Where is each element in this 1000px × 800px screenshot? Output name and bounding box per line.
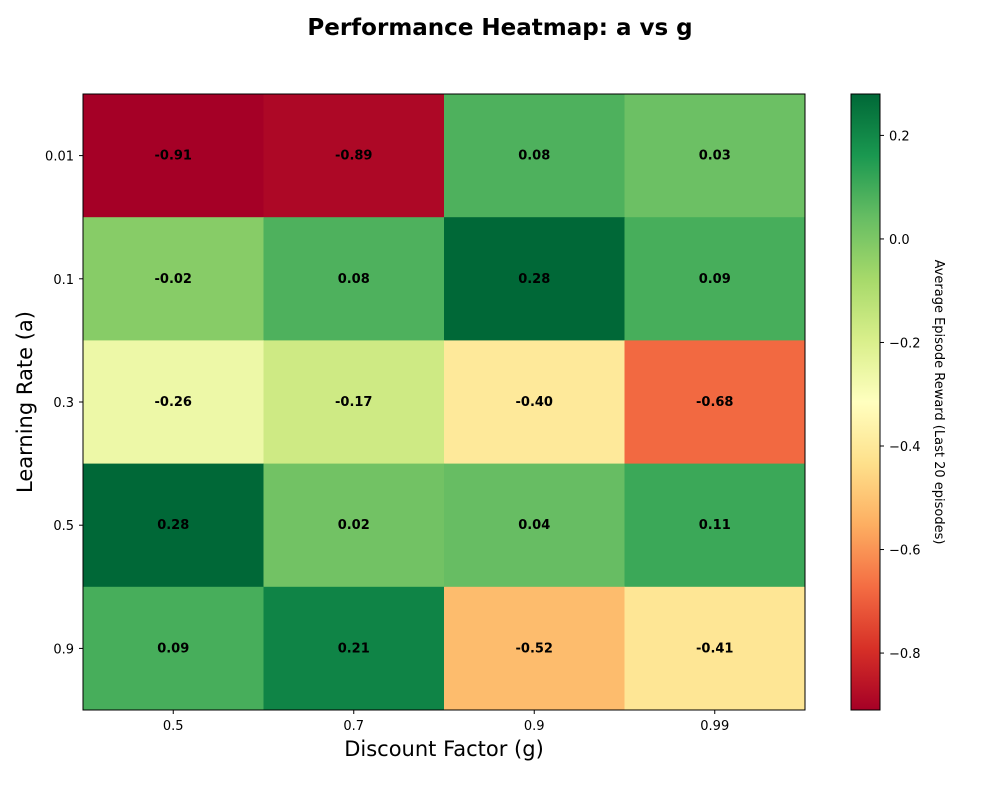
colorbar-tick-label: 0.2 [889,129,910,144]
heatmap-cell [444,94,625,218]
heatmap-cell [263,340,445,465]
colorbar-label: Average Episode Reward (Last 20 episodes… [931,260,946,545]
cell-value-label: 0.02 [338,518,370,533]
cell-value-label: -0.89 [335,149,372,164]
heatmap-cell [624,217,806,341]
cell-value-label: -0.91 [155,149,192,164]
cell-value-label: 0.03 [699,149,731,164]
heatmap-cell [263,94,445,218]
colorbar-tick-label: −0.8 [889,647,921,662]
x-tick-label: 0.7 [343,719,364,734]
cell-value-label: -0.52 [516,641,553,656]
y-tick-label: 0.01 [45,150,74,165]
cell-value-label: -0.26 [155,395,192,410]
y-tick-label: 0.1 [53,273,74,288]
x-tick-label: 0.5 [163,719,184,734]
heatmap-cell [263,217,445,341]
cell-value-label: 0.08 [518,149,550,164]
y-tick-label: 0.5 [53,519,74,534]
cell-value-label: -0.17 [335,395,372,410]
colorbar-tick-label: 0.0 [889,233,910,248]
colorbar-frame [850,93,881,711]
cell-value-label: -0.40 [516,395,553,410]
heatmap-cell [444,217,625,341]
heatmap-cell [444,463,625,588]
colorbar-tick-label: −0.6 [889,544,921,559]
chart-title: Performance Heatmap: a vs g [307,15,692,41]
x-tick-label: 0.99 [700,719,729,734]
y-axis-ticks: 0.01 0.1 0.3 0.5 0.9 [45,150,83,657]
colorbar-ticks: 0.2 0.0 −0.2 −0.4 −0.6 −0.8 [880,129,921,662]
heatmap-cells: -0.91 -0.89 0.08 0.03 -0.02 0.08 0.28 0.09 -0.26… [83,94,806,711]
colorbar [851,94,880,710]
heatmap-cell [83,463,264,588]
heatmap-cell [83,94,264,218]
heatmap-cell [263,463,445,588]
heatmap-cell [83,340,264,465]
cell-value-label: 0.08 [338,272,370,287]
cell-value-label: 0.21 [338,641,370,656]
heatmap-cell [263,586,445,711]
heatmap-cell [624,340,806,465]
cell-value-label: -0.02 [155,272,192,287]
cell-value-label: 0.28 [157,518,189,533]
heatmap-cell [83,586,264,711]
y-tick-label: 0.3 [53,396,74,411]
y-axis-label: Learning Rate (a) [13,311,37,493]
colorbar-tick-label: −0.4 [889,440,921,455]
x-axis-label: Discount Factor (g) [344,737,544,761]
cell-value-label: 0.28 [518,272,550,287]
x-axis-ticks: 0.5 0.7 0.9 0.99 [163,710,729,734]
cell-value-label: 0.09 [157,641,189,656]
heatmap-cell [83,217,264,341]
cell-value-label: 0.09 [699,272,731,287]
colorbar-tick-label: −0.2 [889,336,921,351]
x-tick-label: 0.9 [524,719,545,734]
heatmap-cell [624,94,806,218]
cell-value-label: 0.04 [518,518,550,533]
cell-value-label: 0.11 [699,518,731,533]
heatmap-cell [624,463,806,588]
cell-value-label: -0.68 [696,395,733,410]
cell-value-label: -0.41 [696,641,733,656]
y-tick-label: 0.9 [53,642,74,657]
heatmap-cell [444,586,625,711]
heatmap-cell [624,586,806,711]
heatmap-cell [444,340,625,465]
